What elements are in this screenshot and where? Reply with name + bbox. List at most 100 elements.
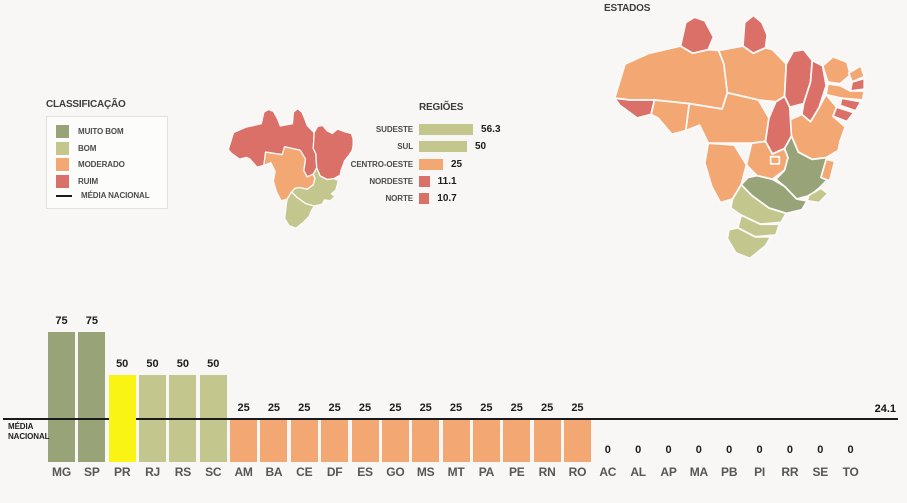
bar-value-BA: 25 [267,401,281,414]
bar-MT[interactable] [442,418,470,462]
bar-value-MA: 0 [695,444,702,456]
bar-value-CE: 25 [298,401,311,414]
state-PB[interactable] [849,77,866,92]
regions-chart-title: REGIÕES [419,102,464,113]
bar-PE[interactable] [503,418,531,462]
state-AL[interactable] [839,97,862,112]
regions-chart: SUDESTE 56.3 SUL 50 CENTRO-OESTE 25 NORD… [336,124,501,210]
region-bar [419,124,474,135]
states-map [613,14,866,260]
bar-AM[interactable] [230,418,258,462]
bar-label-SC: SC [205,465,222,479]
region-row-value: 50 [475,141,487,153]
state-PR[interactable] [729,183,788,226]
region-row-nordeste[interactable]: NORDESTE 11.1 [336,175,501,187]
state-RS[interactable] [726,226,772,260]
state-RR[interactable] [679,16,715,55]
state-ES[interactable] [820,158,836,182]
media-line-icon [56,194,72,197]
bar-value-AC: 0 [604,444,611,456]
bar-value-RS: 50 [176,358,190,371]
bar-label-TO: TO [842,465,859,479]
bar-GO[interactable] [381,418,409,462]
bar-MS[interactable] [412,418,440,462]
state-GO[interactable] [745,140,789,181]
region-row-value: 56.3 [481,124,501,135]
bar-label-RS: RS [174,465,192,479]
bar-value-PI: 0 [756,444,763,456]
bar-value-RO: 25 [571,401,584,414]
bar-PR[interactable] [108,375,136,462]
regions-map [227,107,354,229]
bar-label-AP: AP [660,465,677,479]
bar-label-AL: AL [630,465,646,479]
bar-label-CE: CE [296,465,313,479]
bar-DF[interactable] [321,418,349,462]
media-nacional-label: MÉDIA NACIONAL [8,422,50,441]
bar-MG[interactable] [48,332,75,462]
region-bar [419,141,467,153]
bar-label-RR: RR [781,465,799,479]
bar-label-PA: PA [478,465,495,479]
bar-label-RN: RN [538,465,556,479]
media-label-line1: MÉDIA [8,422,34,431]
state-RJ[interactable] [806,187,829,204]
bar-BA[interactable] [260,418,288,462]
state-RN[interactable] [847,64,866,83]
bar-label-AM: AM [234,465,253,479]
state-AC[interactable] [613,97,656,119]
bar-value-RN: 25 [540,401,554,414]
state-PI[interactable] [801,59,827,123]
state-RO[interactable] [650,99,691,136]
legend-item-ruim: RUIM [56,174,158,188]
legend-item-label: MUITO BOM [78,127,124,136]
state-SE[interactable] [832,106,855,123]
bar-value-MG: 75 [55,315,68,327]
bar-value-SP: 75 [85,315,98,327]
bar-label-MT: MT [447,465,465,479]
ruim-swatch-icon [56,174,69,188]
region-row-centro-oeste[interactable]: CENTRO-OESTE 25 [336,158,501,170]
moderado-swatch-icon [56,158,69,171]
region-sudeste[interactable] [290,167,340,207]
region-sul[interactable] [284,191,315,229]
bar-label-DF: DF [326,465,343,479]
bar-CE[interactable] [290,418,318,462]
muito-bom-swatch-icon [56,125,69,138]
legend-item-label: MODERADO [78,160,125,169]
bar-label-AC: AC [599,465,617,479]
legend-item-moderado: MODERADO [56,158,158,171]
state-CE[interactable] [821,55,852,85]
classification-legend: MUITO BOM BOM MODERADO RUIM MÉDIA NACION… [46,116,168,209]
bar-value-MS: 25 [419,401,432,414]
bar-value-PA: 25 [480,401,493,414]
region-bar [419,158,443,170]
bar-RN[interactable] [533,418,561,462]
state-AP[interactable] [742,14,769,55]
bar-SP[interactable] [78,332,106,462]
bar-value-PE: 25 [510,401,523,414]
state-MG[interactable] [775,135,834,200]
media-nacional-line [3,418,898,420]
legend-item-media-nacional: MÉDIA NACIONAL [56,191,158,200]
bar-PA[interactable] [472,418,500,462]
region-row-sul[interactable]: SUL 50 [336,141,501,153]
bar-value-RR: 0 [786,444,793,456]
bar-label-ES: ES [357,465,373,479]
state-DF[interactable] [769,155,781,165]
bar-label-PE: PE [508,465,525,479]
region-row-value: 25 [451,158,463,170]
region-row-sudeste[interactable]: SUDESTE 56.3 [336,124,501,135]
bom-swatch-icon [56,141,69,155]
state-PE[interactable] [825,82,866,101]
region-row-label: SUDESTE [375,125,413,134]
bar-ES[interactable] [351,418,379,462]
bar-value-PR: 50 [116,358,129,371]
bar-label-SP: SP [84,465,100,479]
bar-value-SC: 50 [207,358,220,371]
legend-item-label: MÉDIA NACIONAL [81,191,150,200]
region-row-norte[interactable]: NORTE 10.7 [336,193,501,205]
bar-RO[interactable] [563,418,591,462]
bar-value-MT: 25 [449,401,463,414]
legend-item-muito-bom: MUITO BOM [56,125,158,138]
